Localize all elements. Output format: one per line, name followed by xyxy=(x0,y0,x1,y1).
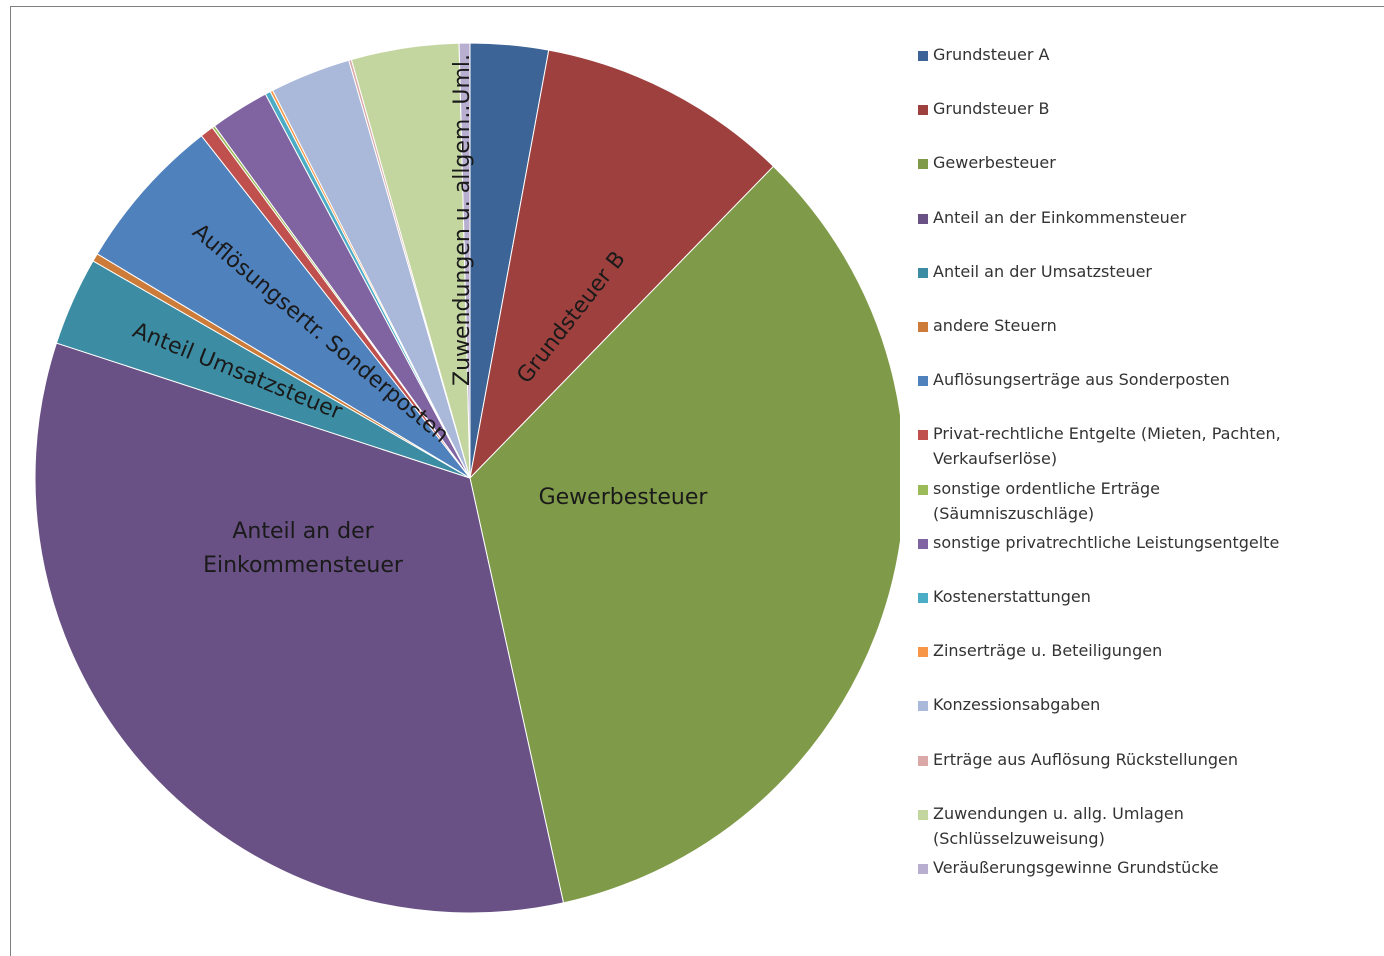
legend-label: Anteil an der Einkommensteuer xyxy=(933,207,1187,227)
legend-swatch xyxy=(918,213,928,224)
legend-swatch xyxy=(918,322,928,332)
legend-label: Auflösungserträge aus Sonderposten xyxy=(933,370,1230,390)
pie-slice xyxy=(34,342,565,914)
legend-swatch xyxy=(918,538,928,549)
legend-swatch xyxy=(918,701,928,712)
legend-swatch xyxy=(918,484,928,495)
legend-label: Veräußerungsgewinne Grundstücke xyxy=(933,858,1219,877)
pie-slice xyxy=(469,49,775,480)
chart-frame xyxy=(10,6,1384,956)
slice-label: Zuwendungen u. allgem..Uml. xyxy=(450,54,475,386)
legend-label: Konzessionsabgaben xyxy=(933,695,1101,715)
legend-label: Kostenerstattungen xyxy=(933,587,1091,606)
legend-swatch xyxy=(918,809,928,820)
legend-label: Grundsteuer B xyxy=(933,99,1050,119)
pie-slice xyxy=(96,135,471,479)
legend-swatch xyxy=(918,755,928,766)
legend-label: Gewerbesteuer xyxy=(933,153,1056,173)
slice-label: Einkommensteuer xyxy=(203,553,404,578)
legend-swatch xyxy=(918,864,928,874)
legend-label: Erträge aus Auflösung Rückstellungen xyxy=(933,749,1238,769)
legend-swatch xyxy=(918,51,928,61)
slice-label: Anteil an der xyxy=(232,519,374,544)
legend-swatch xyxy=(918,593,928,603)
legend-label: Anteil an der Umsatzsteuer xyxy=(933,261,1152,281)
legend-label: Privat-rechtliche Entgelte (Mieten, Pach… xyxy=(933,424,1281,469)
legend-label: Zuwendungen u. allg. Umlagen (Schlüsselz… xyxy=(933,803,1184,848)
legend-label: sonstige privatrechtliche Leistungsentge… xyxy=(933,532,1280,552)
legend-swatch xyxy=(918,647,928,658)
legend-label: andere Steuern xyxy=(933,316,1057,335)
slice-label: Gewerbesteuer xyxy=(539,485,709,510)
legend-swatch xyxy=(918,105,928,116)
legend-label: Grundsteuer A xyxy=(933,45,1050,64)
legend-swatch xyxy=(918,430,928,441)
pie-slice xyxy=(458,42,471,479)
legend-label: sonstige ordentliche Erträge (Säumniszus… xyxy=(933,478,1161,523)
legend-label: Zinserträge u. Beteiligungen xyxy=(933,641,1163,661)
pie-slice xyxy=(469,165,900,904)
legend-swatch xyxy=(918,267,928,278)
legend-swatch xyxy=(918,376,928,387)
legend-swatch xyxy=(918,159,928,170)
